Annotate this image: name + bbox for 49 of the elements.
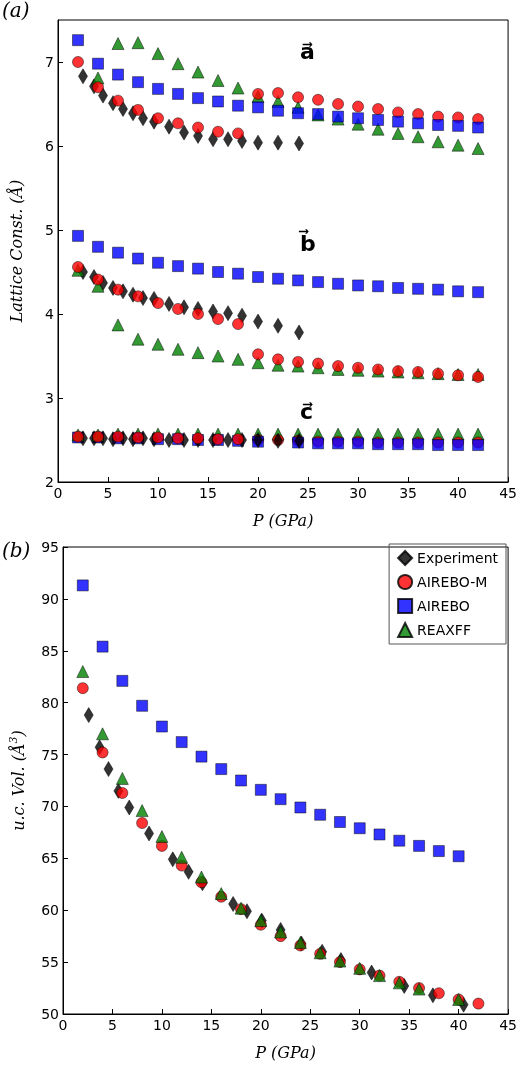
y-tick-label: 4 (45, 306, 55, 322)
x-tick-label: 30 (350, 1017, 369, 1033)
text: (b) (2, 538, 31, 562)
y-tick-label: 75 (41, 746, 59, 763)
y-axis-title: u.c. Vol. (Å3) (7, 730, 28, 831)
y-axis-title: Lattice Const. (Å) (5, 179, 26, 324)
x-tick-label: 35 (400, 1017, 419, 1033)
y-tick-label: 65 (41, 850, 59, 867)
x-tick-label: 20 (251, 1017, 270, 1033)
x-tick-label: 5 (103, 485, 113, 501)
y-tick-label: 2 (45, 474, 54, 490)
y-tick-label: 3 (45, 390, 54, 406)
x-tick-label: 40 (449, 485, 467, 501)
x-tick-label: 0 (58, 1017, 68, 1033)
annotation: a⃗ (300, 38, 315, 64)
y-tick-label: 80 (41, 694, 59, 711)
x-tick-label: 35 (399, 485, 417, 501)
x-axis-title: P (GPa) (251, 510, 314, 530)
text: (a) (2, 0, 30, 22)
x-tick-label: 45 (499, 1017, 518, 1033)
legend-label: AIREBO (417, 598, 470, 614)
x-tick-label: 30 (349, 485, 367, 501)
x-tick-label: 10 (153, 1017, 171, 1033)
x-tick-label: 15 (199, 485, 217, 501)
x-tick-label: 45 (499, 485, 518, 501)
annotation: c⃗ (300, 398, 314, 424)
y-tick-label: 60 (41, 902, 59, 919)
annotation: b⃗ (298, 229, 316, 256)
y-tick-label: 70 (41, 798, 59, 815)
y-tick-label: 5 (45, 222, 54, 238)
y-tick-label: 95 (41, 539, 59, 555)
y-tick-label: 85 (41, 642, 59, 659)
x-tick-label: 25 (301, 1017, 320, 1033)
legend-label: AIREBO-M (417, 574, 488, 590)
y-tick-label: 90 (41, 590, 59, 607)
y-tick-label: 7 (45, 54, 54, 70)
x-axis-title: P (GPa) (254, 1042, 316, 1062)
x-tick-label: 40 (449, 1017, 468, 1033)
y-tick-label: 55 (41, 954, 59, 971)
legend-label: REAXFF (417, 622, 471, 638)
x-tick-label: 5 (107, 1017, 117, 1033)
x-tick-label: 15 (202, 1017, 221, 1033)
x-tick-label: 25 (299, 485, 317, 501)
legend-label: Experiment (417, 550, 499, 566)
x-tick-label: 0 (53, 485, 63, 501)
y-tick-label: 6 (45, 138, 55, 154)
x-tick-label: 10 (149, 485, 167, 501)
x-tick-label: 20 (249, 485, 267, 501)
y-tick-label: 50 (41, 1006, 59, 1022)
